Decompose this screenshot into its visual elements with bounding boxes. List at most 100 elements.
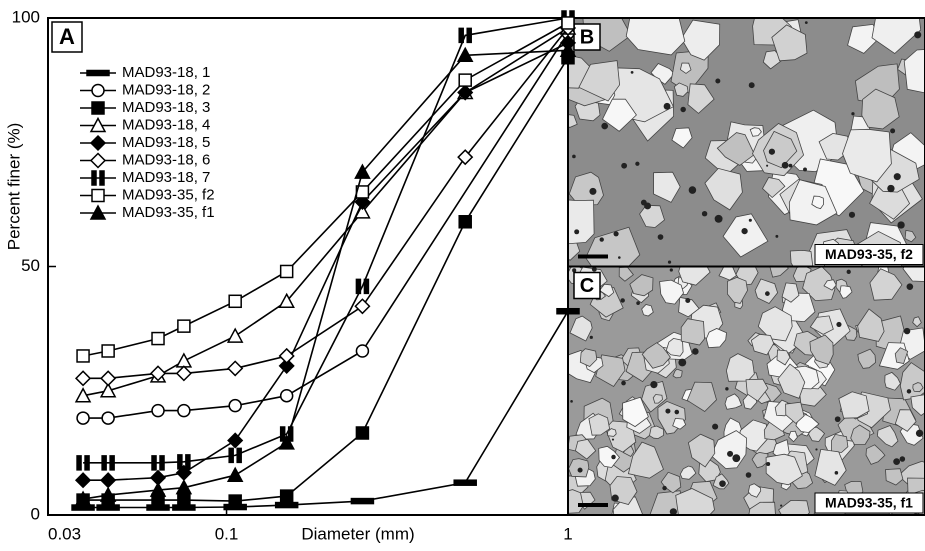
pore: [766, 165, 768, 167]
scale-bar: [578, 255, 608, 259]
pore: [572, 155, 576, 159]
pore: [664, 103, 671, 110]
pore: [815, 448, 817, 450]
pore: [789, 164, 793, 168]
pore: [893, 458, 900, 465]
marker: [562, 17, 574, 29]
pore: [574, 229, 579, 234]
x-axis-title: Diameter (mm): [301, 524, 414, 543]
pore: [631, 71, 634, 74]
marker: [229, 400, 241, 412]
pore: [775, 235, 778, 238]
pore: [766, 462, 770, 466]
pore: [769, 149, 775, 155]
marker: [178, 405, 190, 417]
pore: [668, 260, 671, 263]
pore: [702, 211, 707, 216]
pore: [849, 212, 855, 218]
pore: [749, 82, 755, 88]
pore: [620, 298, 625, 303]
y-axis-title: Percent finer (%): [4, 123, 23, 251]
marker: [356, 345, 368, 357]
pore: [589, 188, 596, 195]
marker: [459, 216, 471, 228]
pore: [904, 328, 910, 334]
pore: [635, 162, 639, 166]
panel-label: C: [580, 275, 594, 297]
marker: [92, 190, 104, 202]
photo-texture: [559, 256, 925, 532]
pore: [590, 336, 593, 339]
panel-label: A: [59, 24, 75, 49]
pore: [887, 185, 894, 192]
marker: [77, 412, 89, 424]
pore: [890, 128, 895, 133]
legend-label: MAD93-18, 4: [122, 116, 210, 133]
pore: [685, 298, 690, 303]
pore: [658, 234, 664, 240]
marker: [87, 71, 109, 76]
y-tick-label: 50: [21, 256, 40, 275]
pore: [765, 291, 770, 296]
legend-label: MAD93-35, f1: [122, 204, 215, 221]
marker: [102, 412, 114, 424]
pore: [611, 455, 615, 459]
marker: [281, 265, 293, 277]
pore: [601, 123, 608, 130]
marker: [229, 295, 241, 307]
x-tick-label: 1: [563, 524, 572, 543]
pore: [835, 471, 839, 475]
pore: [621, 163, 627, 169]
pore: [916, 430, 923, 437]
marker: [276, 503, 298, 508]
legend-label: MAD93-18, 7: [122, 169, 210, 186]
marker: [92, 85, 104, 97]
pore: [835, 416, 841, 422]
pore: [712, 424, 718, 430]
pore: [907, 389, 911, 393]
pore: [914, 31, 921, 38]
marker: [229, 495, 241, 507]
pore: [847, 270, 851, 274]
pore: [612, 495, 619, 502]
marker: [356, 427, 368, 439]
pore: [600, 237, 604, 241]
x-tick-label: 0.1: [215, 524, 239, 543]
pore: [749, 219, 752, 222]
pore: [780, 504, 782, 506]
pore: [805, 21, 808, 24]
marker: [281, 390, 293, 402]
pore: [727, 451, 733, 457]
pore: [678, 359, 686, 367]
pore: [612, 439, 614, 441]
marker: [102, 345, 114, 357]
marker: [92, 102, 104, 114]
pore: [907, 283, 914, 290]
pore: [680, 107, 685, 112]
pore: [578, 468, 583, 473]
marker: [351, 499, 373, 504]
pore: [674, 410, 679, 415]
pore: [746, 472, 752, 478]
marker: [557, 309, 579, 314]
pore: [665, 409, 670, 414]
marker: [459, 74, 471, 86]
grain: [681, 319, 704, 345]
pore: [894, 173, 901, 180]
pore: [851, 112, 854, 115]
pore: [732, 454, 740, 462]
panel-label: B: [580, 26, 594, 48]
legend-label: MAD93-18, 1: [122, 64, 210, 81]
pore: [618, 256, 621, 259]
pore: [725, 387, 728, 390]
pore: [570, 400, 573, 403]
pore: [836, 322, 841, 327]
marker: [281, 490, 293, 502]
pore: [741, 228, 747, 234]
pore: [670, 268, 673, 271]
